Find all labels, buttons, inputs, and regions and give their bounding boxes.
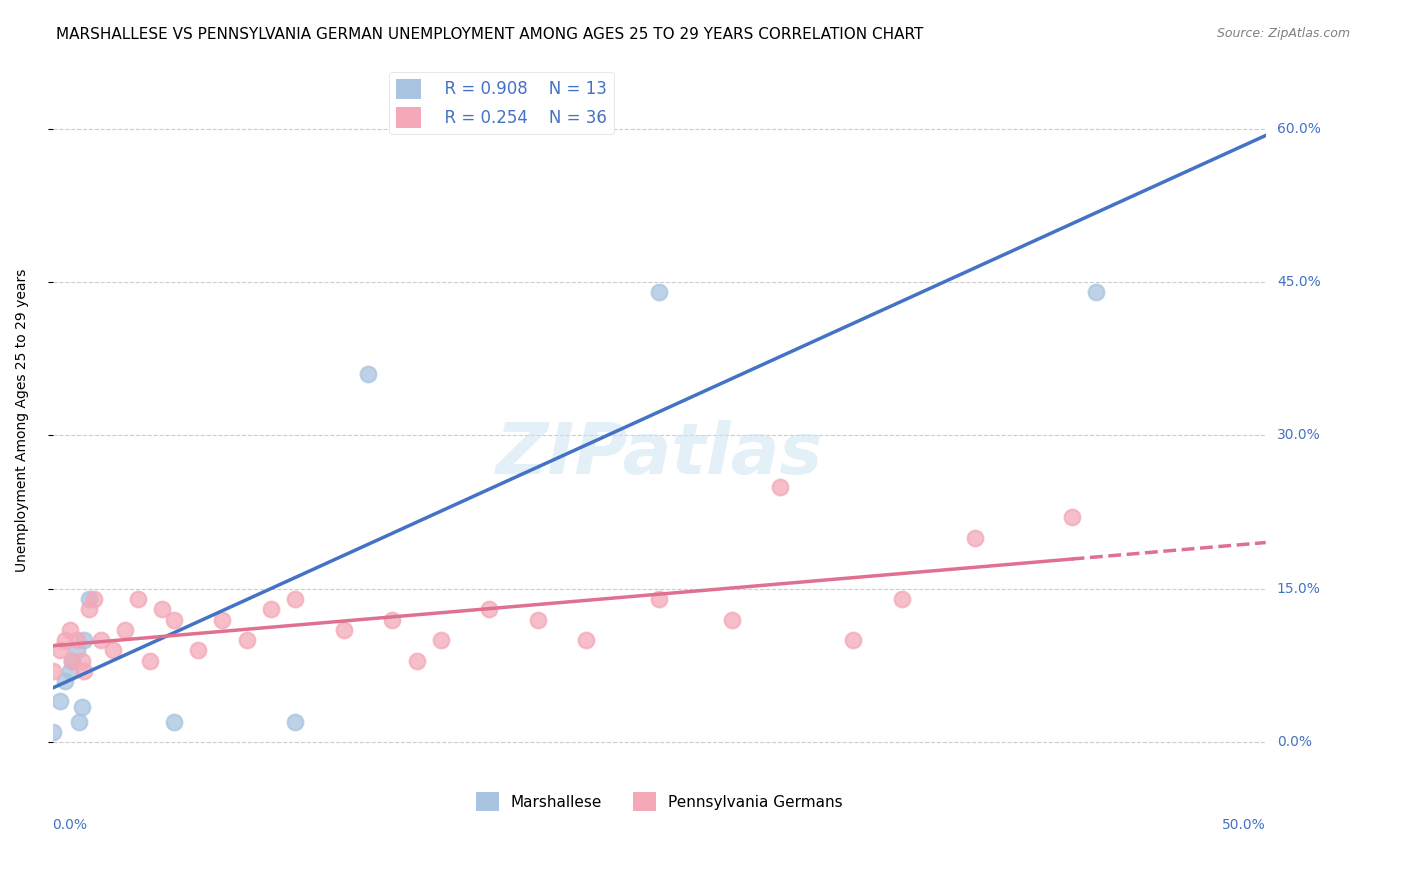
Point (163, 613, 186, 627)
Point (381, 613, 404, 627)
Point (284, 592, 307, 607)
Point (769, 480, 792, 494)
Text: 60.0%: 60.0% (1277, 121, 1320, 136)
Point (58, 664, 80, 678)
Point (187, 643, 209, 657)
Point (58, 623, 80, 637)
Point (77, 602, 100, 616)
Text: ZIPatlas: ZIPatlas (495, 420, 823, 489)
Point (405, 654, 427, 668)
Text: MARSHALLESE VS PENNSYLVANIA GERMAN UNEMPLOYMENT AMONG AGES 25 TO 29 YEARS CORREL: MARSHALLESE VS PENNSYLVANIA GERMAN UNEMP… (56, 27, 924, 42)
Point (73, 664, 96, 678)
Text: 15.0%: 15.0% (1277, 582, 1320, 596)
Text: 45.0%: 45.0% (1277, 275, 1320, 289)
Point (1060, 510, 1083, 524)
Point (70, 699, 93, 714)
Point (127, 592, 149, 607)
Point (83, 592, 105, 607)
Point (70, 654, 93, 668)
Point (575, 633, 598, 648)
Point (90, 633, 112, 648)
Point (648, 592, 671, 607)
Point (73, 633, 96, 648)
Point (235, 633, 257, 648)
Point (357, 367, 380, 381)
Text: 0.0%: 0.0% (1277, 735, 1312, 749)
Point (332, 623, 354, 637)
Point (41, 664, 63, 678)
Point (478, 602, 501, 616)
Legend: Marshallese, Pennsylvania Germans: Marshallese, Pennsylvania Germans (470, 786, 849, 817)
Point (721, 613, 744, 627)
Point (138, 654, 160, 668)
Point (1084, 285, 1107, 300)
Text: 50.0%: 50.0% (1222, 818, 1265, 832)
Point (527, 613, 550, 627)
Point (60, 654, 83, 668)
Point (284, 714, 307, 729)
Point (60, 654, 83, 668)
Point (114, 623, 136, 637)
Point (430, 633, 453, 648)
Point (53, 633, 76, 648)
Point (211, 613, 233, 627)
Point (66, 633, 89, 648)
Y-axis label: Unemployment Among Ages 25 to 29 years: Unemployment Among Ages 25 to 29 years (15, 268, 30, 572)
Point (260, 602, 283, 616)
Text: 0.0%: 0.0% (52, 818, 87, 832)
Point (53, 673, 76, 688)
Point (49, 694, 72, 708)
Point (648, 285, 671, 300)
Point (163, 714, 186, 729)
Point (67, 714, 90, 729)
Point (150, 602, 173, 616)
Point (842, 633, 865, 648)
Point (103, 643, 125, 657)
Text: Source: ZipAtlas.com: Source: ZipAtlas.com (1216, 27, 1350, 40)
Point (66, 643, 89, 657)
Point (77, 592, 100, 607)
Point (890, 592, 912, 607)
Text: 30.0%: 30.0% (1277, 428, 1320, 442)
Point (963, 531, 986, 545)
Point (49, 643, 72, 657)
Point (41, 725, 63, 739)
